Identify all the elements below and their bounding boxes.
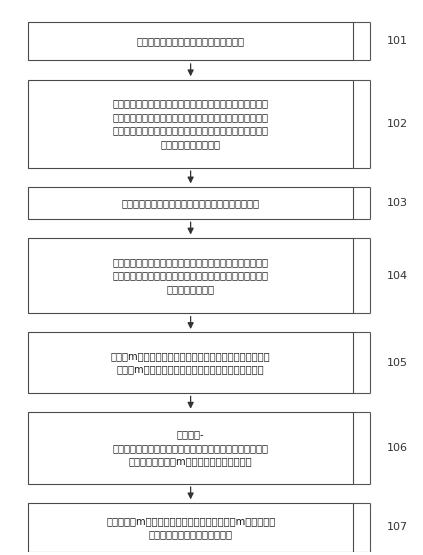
Text: 对每个子系统的网格剖分节点进行依次编号，根据每个网格
剖分节点的信息列写用于直流压降分析的有限元方程组，得
到有限元稀疏矩阵: 对每个子系统的网格剖分节点进行依次编号，根据每个网格 剖分节点的信息列写用于直流…: [113, 257, 269, 294]
Bar: [28, 22, 354, 60]
Text: 102: 102: [387, 119, 408, 129]
Bar: [28, 238, 354, 313]
Text: 103: 103: [387, 198, 408, 208]
Bar: [28, 332, 354, 393]
Text: 101: 101: [387, 36, 408, 46]
Text: 以层为单位将所述系统级集成电路划分为多个子系统: 以层为单位将所述系统级集成电路划分为多个子系统: [122, 198, 260, 208]
Text: 采用星形-
三角形变换法消除所述有限元稀疏矩阵中待处理系统的内部
节点，获得分析第m个子系统场域的稀疏矩阵: 采用星形- 三角形变换法消除所述有限元稀疏矩阵中待处理系统的内部 节点，获得分析…: [113, 429, 269, 466]
Bar: [28, 412, 354, 483]
Text: 106: 106: [387, 443, 408, 453]
Text: 105: 105: [387, 357, 408, 367]
Bar: [28, 503, 354, 552]
Text: 107: 107: [387, 522, 408, 532]
Text: 对多层集成电路版图中每层集成电路版图进行网格剖分，并
将外部电路与每层集成电路版图的连接点以及不同层集成电
路版图之间的过孔与每层集成电路版图的连接点插入到网格: 对多层集成电路版图中每层集成电路版图进行网格剖分，并 将外部电路与每层集成电路版…: [113, 98, 269, 149]
Text: 求解分析第m个子系统场域的稀疏矩阵，获得第m个子系统场
域上的直流压降和电流密度分布: 求解分析第m个子系统场域的稀疏矩阵，获得第m个子系统场 域上的直流压降和电流密度…: [106, 516, 275, 539]
Text: 104: 104: [387, 271, 408, 281]
Text: 获取系统级集成电路的多层集成电路版图: 获取系统级集成电路的多层集成电路版图: [137, 36, 244, 46]
Bar: [28, 187, 354, 219]
Bar: [28, 80, 354, 168]
Text: 当对第m个子系统的直流压降进行分析时，将多个子系统中
除了第m个子系统之外的所有子系统合成为待处理系统: 当对第m个子系统的直流压降进行分析时，将多个子系统中 除了第m个子系统之外的所有…: [111, 351, 270, 375]
